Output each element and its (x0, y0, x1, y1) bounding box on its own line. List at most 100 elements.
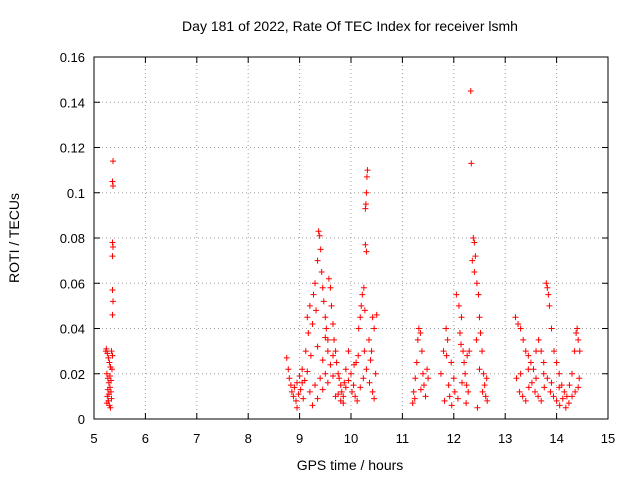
data-point (569, 370, 576, 377)
data-point (309, 320, 316, 327)
data-point (369, 388, 376, 395)
x-tick-label: 8 (245, 431, 252, 446)
data-point (466, 348, 473, 355)
data-point (522, 348, 529, 355)
data-point (340, 393, 347, 400)
data-point (355, 325, 362, 332)
data-point (327, 361, 334, 368)
data-point (363, 173, 370, 180)
data-point (286, 375, 293, 382)
x-tick-label: 5 (90, 431, 97, 446)
data-point (108, 395, 115, 402)
data-point (288, 388, 295, 395)
data-point (574, 325, 581, 332)
data-point (544, 375, 551, 382)
data-point (317, 375, 324, 382)
data-point (358, 302, 365, 309)
data-point (294, 379, 301, 386)
data-point (556, 370, 563, 377)
data-point (572, 388, 579, 395)
data-point (470, 235, 477, 241)
x-tick-label: 14 (549, 431, 563, 446)
data-point (575, 336, 582, 343)
data-point (109, 178, 116, 185)
data-point (305, 330, 312, 337)
data-point (310, 291, 317, 298)
data-point (476, 366, 483, 373)
data-point (462, 370, 469, 377)
data-point (525, 366, 532, 373)
data-point (528, 379, 535, 386)
data-point (319, 284, 326, 291)
data-point (467, 87, 474, 94)
data-point (522, 397, 529, 404)
data-point (325, 275, 332, 282)
data-point (341, 379, 348, 386)
data-point (373, 311, 380, 318)
y-tick-label: 0.04 (60, 322, 85, 337)
data-point (110, 182, 117, 189)
data-point (108, 348, 115, 355)
data-point (460, 348, 467, 355)
data-point (103, 400, 110, 407)
data-point (110, 158, 117, 165)
data-point (525, 384, 532, 391)
x-tick-label: 11 (396, 431, 410, 446)
data-point (293, 397, 300, 404)
x-tick-label: 12 (447, 431, 461, 446)
data-point (527, 359, 534, 366)
data-point (437, 370, 444, 377)
data-point (283, 354, 290, 361)
data-point (371, 325, 378, 332)
data-point (422, 393, 429, 400)
data-point (544, 284, 551, 291)
data-point (324, 348, 331, 355)
data-point (102, 348, 109, 355)
data-point (563, 393, 570, 400)
data-point (538, 348, 545, 355)
data-point (105, 391, 112, 398)
data-point (285, 366, 292, 373)
data-point (110, 244, 117, 251)
data-points (102, 87, 583, 411)
data-point (415, 325, 422, 332)
x-axis-label: GPS time / hours (297, 457, 404, 473)
data-point (314, 395, 321, 402)
data-point (372, 370, 379, 377)
data-point (519, 393, 526, 400)
data-point (540, 359, 547, 366)
y-tick-label: 0 (78, 412, 85, 427)
y-axis-label: ROTI / TECUs (6, 193, 22, 283)
data-point (363, 248, 370, 255)
data-point (357, 314, 364, 321)
x-tick-label: 6 (142, 431, 149, 446)
data-point (513, 375, 520, 382)
data-point (312, 280, 319, 287)
data-point (342, 384, 349, 391)
data-point (362, 201, 369, 208)
data-point (333, 359, 340, 366)
data-point (469, 257, 476, 264)
data-point (463, 382, 470, 389)
data-point (295, 391, 302, 398)
data-point (556, 402, 563, 409)
data-point (545, 291, 552, 298)
data-point (107, 404, 114, 411)
data-point (476, 314, 483, 321)
data-point (538, 397, 545, 404)
data-point (565, 400, 572, 407)
data-point (313, 307, 320, 314)
data-point (461, 359, 468, 366)
data-point (314, 257, 321, 264)
data-point (463, 400, 470, 407)
data-point (312, 382, 319, 389)
data-point (419, 370, 426, 377)
data-point (535, 336, 542, 343)
data-point (543, 280, 550, 287)
data-point (530, 366, 537, 373)
data-point (287, 382, 294, 389)
data-point (480, 370, 487, 377)
data-point (330, 320, 337, 327)
data-point (336, 375, 343, 382)
data-point (547, 388, 554, 395)
